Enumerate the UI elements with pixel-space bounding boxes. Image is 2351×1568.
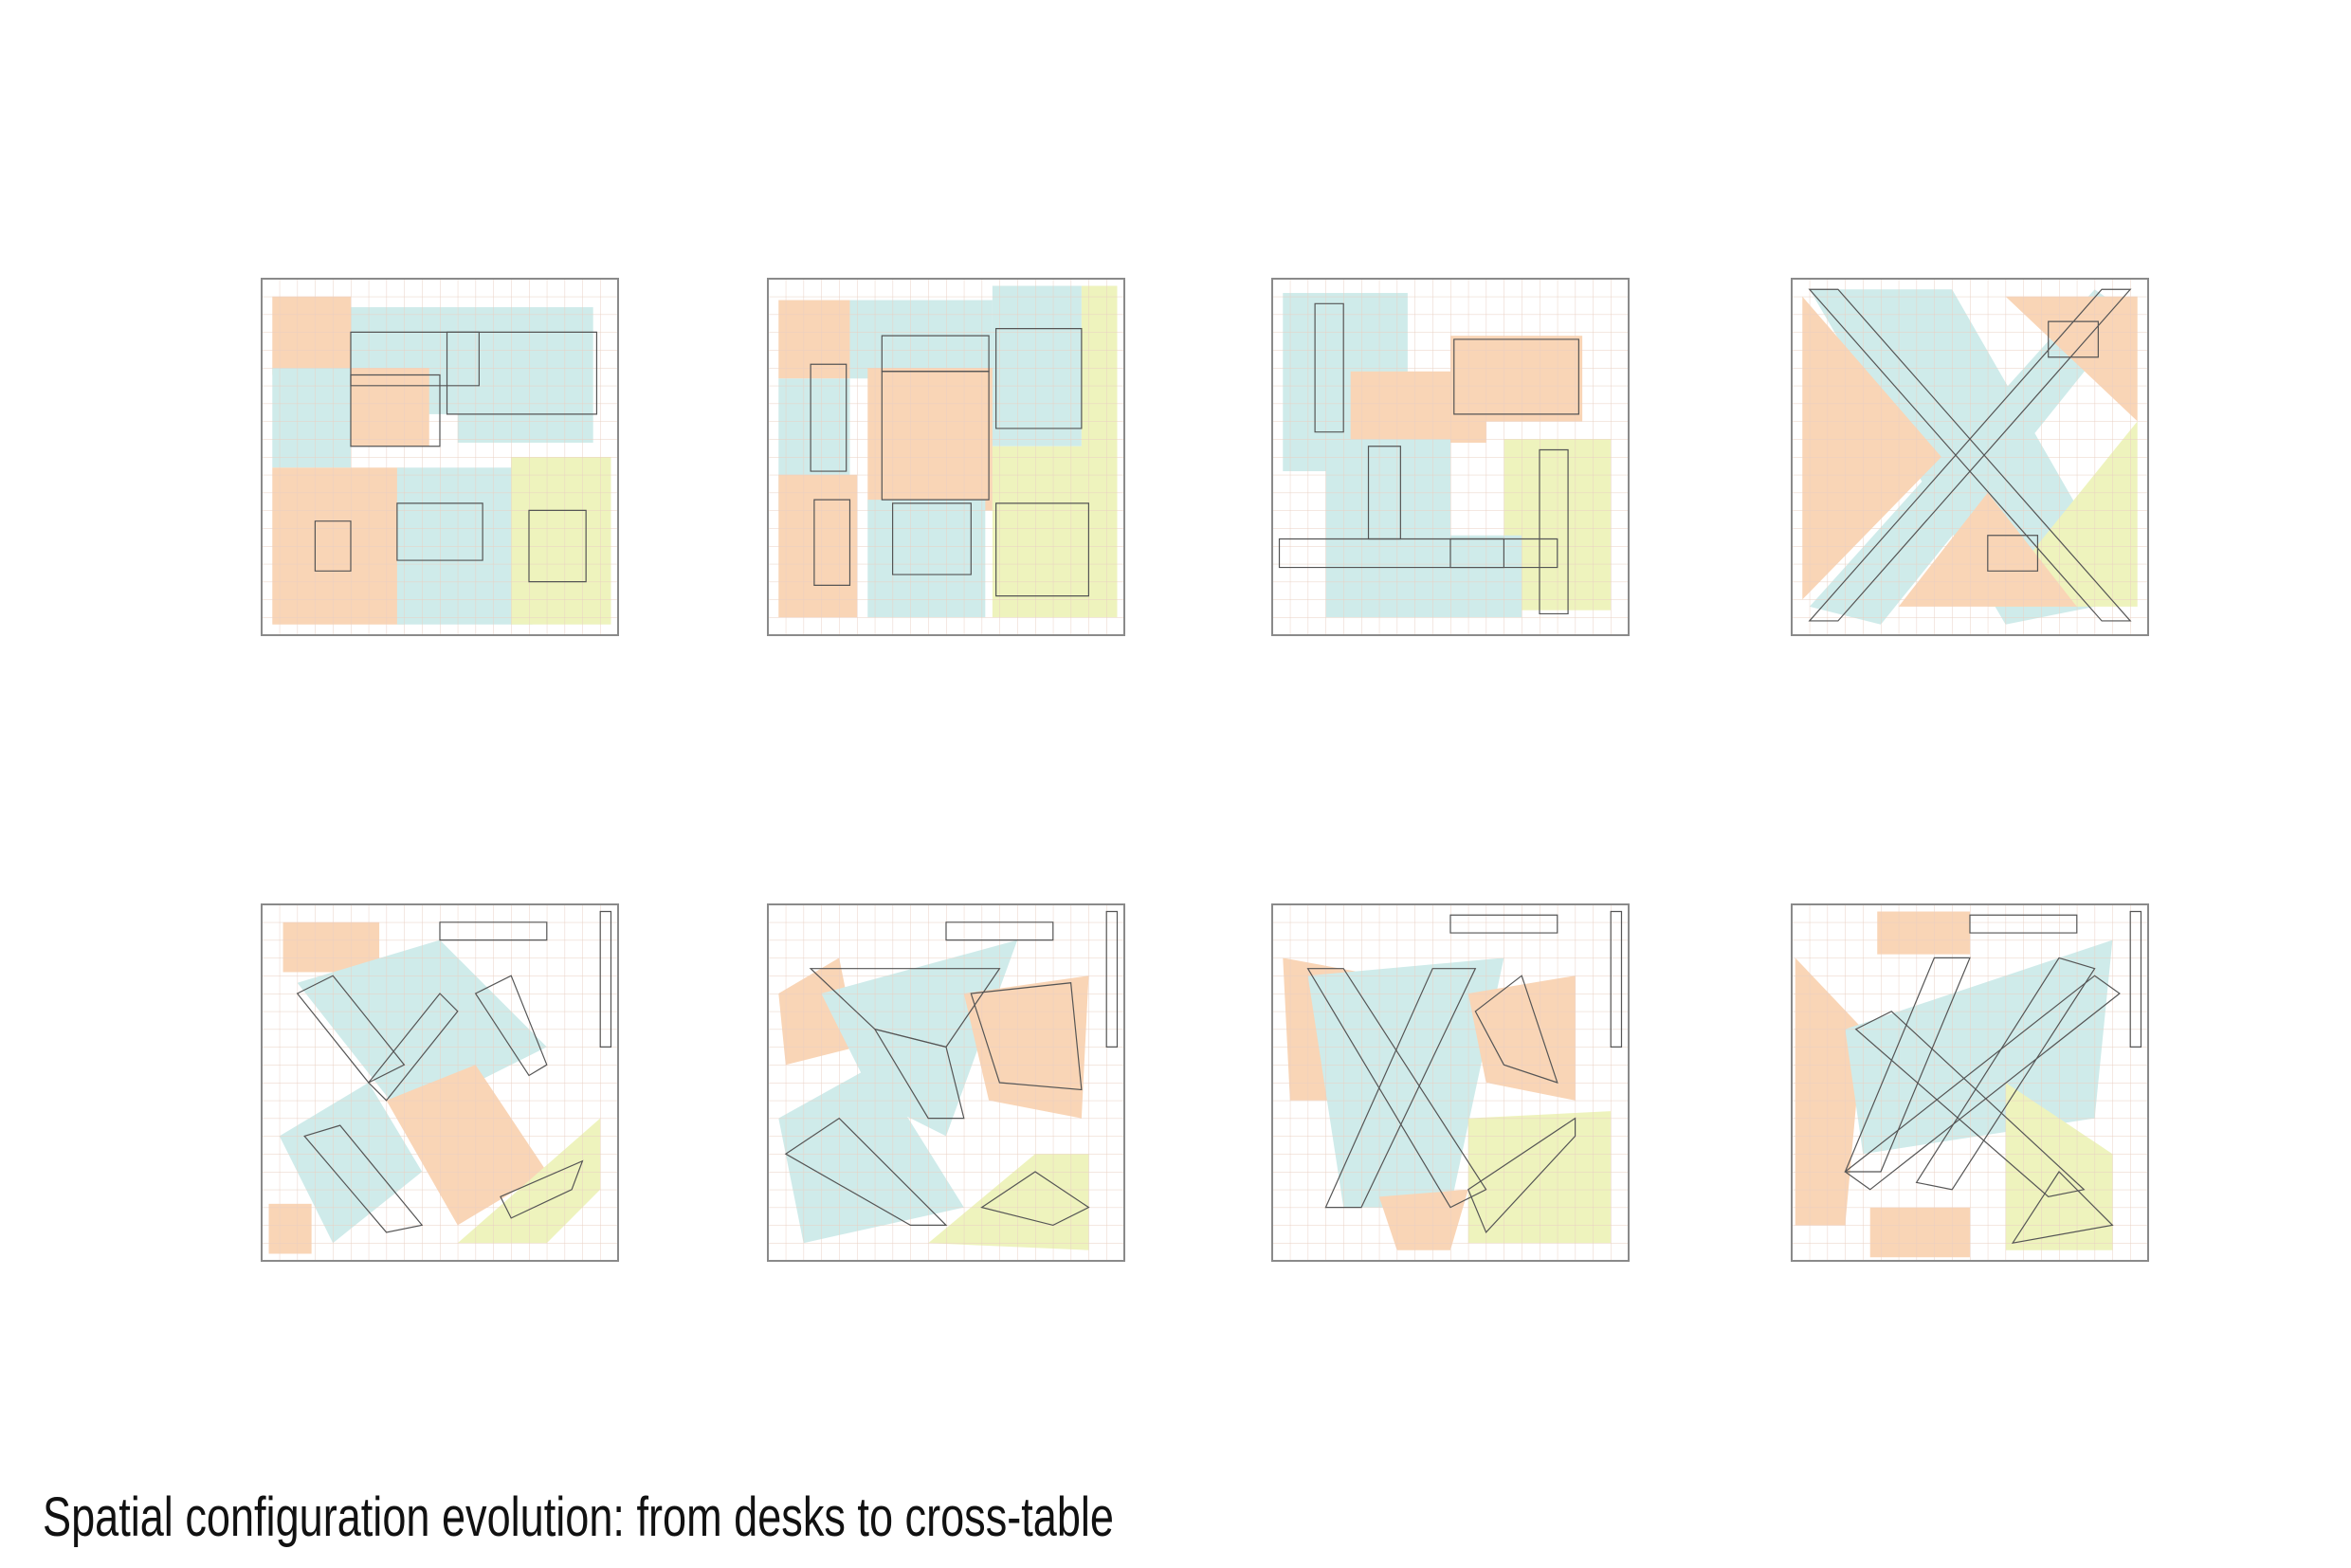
plan-frame [1792,904,2148,1261]
furniture [1280,538,1504,567]
grid [1792,279,2148,635]
furniture [1308,969,1486,1208]
plan-frame [768,904,1124,1261]
furniture [1845,957,1970,1172]
floor-plan [1272,904,1629,1261]
grid [1272,279,1629,635]
furniture [2130,912,2141,1048]
furniture [440,922,547,940]
plan-frame [1272,904,1629,1261]
grid [262,904,618,1261]
furniture [875,1030,964,1119]
furniture [1106,912,1117,1048]
furniture [1468,1119,1576,1232]
furniture [447,332,597,413]
floor-plan [1272,279,1629,635]
plan-grid [262,279,2148,1261]
floor-plan [768,904,1124,1261]
floor-plan [1792,279,2148,635]
furniture [2049,321,2099,357]
furniture [893,503,972,574]
furniture [1315,303,1343,431]
furniture [1810,289,2130,621]
furniture [1611,912,1621,1048]
furniture [1970,915,2077,933]
furniture [1810,289,2130,621]
furniture [1845,975,2120,1190]
grid [768,279,1124,635]
furniture [351,332,479,385]
furniture [501,1161,582,1218]
floor-plan [262,904,618,1261]
furniture [786,1119,946,1226]
furniture [2013,1172,2112,1243]
furniture [397,503,483,560]
caption: Spatial configuration evolution: from de… [43,1486,1114,1548]
furniture [298,975,405,1083]
plan-frame [262,904,618,1261]
floor-plan [768,279,1124,635]
floor-plan [262,279,618,635]
furniture [971,983,1082,1090]
furniture [1450,538,1558,567]
furniture [1475,975,1557,1083]
grid [1272,904,1629,1261]
furniture [996,329,1082,428]
furniture [996,503,1089,596]
plan-frame [1272,279,1629,635]
furniture [982,1172,1089,1225]
grid [262,279,618,635]
furniture [882,372,989,500]
plan-frame [262,279,618,635]
furniture [1540,449,1568,613]
furniture [1988,536,2038,572]
furniture [369,994,458,1101]
furniture [600,912,611,1048]
furniture [946,922,1053,940]
furniture [304,1125,422,1232]
plan-frame [768,279,1124,635]
plan-frame [1792,279,2148,635]
grid [768,904,1124,1261]
furniture [529,510,586,581]
floor-plan [1792,904,2148,1261]
furniture [1325,969,1475,1208]
furniture [1454,339,1579,414]
furniture [476,975,547,1075]
furniture [814,500,850,585]
furniture [315,521,351,572]
furniture [811,364,847,471]
furniture [351,375,440,447]
furniture [1917,957,2095,1189]
furniture [1450,915,1558,933]
